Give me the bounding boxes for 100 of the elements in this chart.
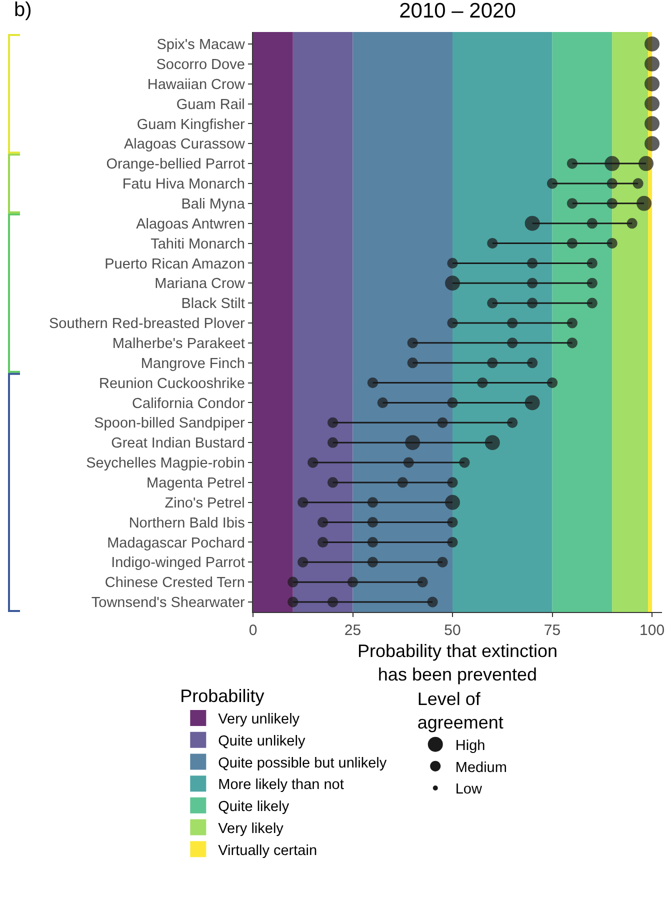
point [367, 377, 378, 388]
x-tick-label: 50 [444, 622, 461, 640]
point [298, 556, 308, 568]
y-tick-label: Chinese Crested Tern [104, 575, 245, 592]
legend-label: Low [455, 782, 482, 798]
legend-title: Probability [180, 686, 264, 706]
legend-label: High [455, 738, 486, 754]
y-tick-label: Madagascar Pochard [107, 535, 245, 552]
y-tick-label: Orange-bellied Parrot [106, 156, 245, 173]
x-tick-label: 0 [248, 622, 258, 640]
text: b) [14, 0, 32, 21]
x-tick-label: 25 [344, 622, 362, 640]
point [377, 397, 388, 408]
point [367, 517, 378, 528]
chart-title: 2010 – 2020 [399, 0, 516, 22]
point [437, 417, 448, 428]
point [437, 556, 448, 568]
point [586, 218, 598, 229]
point [586, 278, 598, 288]
point [527, 278, 538, 288]
legend-label: Quite likely [218, 799, 290, 816]
point [308, 457, 318, 468]
y-tick-label: Mangrove Finch [140, 356, 245, 372]
point [507, 318, 518, 328]
point [288, 596, 298, 608]
point [367, 536, 378, 548]
point [606, 238, 618, 249]
legend-label: Medium [455, 760, 507, 776]
point [566, 158, 578, 169]
y-tick-label: Southern Red-breasted Plover [49, 316, 246, 332]
point [298, 497, 308, 508]
point [566, 198, 578, 209]
legend-label: Very unlikely [218, 712, 300, 728]
y-tick-label: Fatu Hiva Monarch [122, 176, 245, 193]
point [288, 576, 298, 588]
legend-label: More likely than not [218, 777, 344, 794]
point [586, 258, 598, 268]
y-tick-label: Spoon-billed Sandpiper [94, 416, 246, 432]
y-tick-label: Alagoas Antwren [136, 216, 245, 232]
point [397, 477, 408, 488]
y-tick-label: Tahiti Monarch [150, 236, 245, 252]
y-tick-label: Great Indian Bustard [111, 436, 245, 452]
x-axis-title: Probability that extinction has been prevented [357, 641, 558, 685]
legend-label: Very likely [218, 820, 284, 837]
point [527, 258, 538, 268]
point [403, 457, 414, 468]
point [487, 298, 498, 308]
point [606, 198, 618, 209]
point [459, 457, 470, 468]
point [626, 218, 638, 229]
point [566, 238, 578, 249]
legend-label: Quite possible but unlikely [218, 755, 388, 772]
point [328, 596, 338, 608]
point [477, 377, 488, 388]
y-tick-label: Hawaiian Crow [147, 76, 246, 93]
point [447, 477, 458, 488]
point [507, 417, 518, 428]
point [447, 536, 458, 548]
y-tick-label: Reunion Cuckooshrike [99, 376, 245, 392]
point [447, 318, 458, 328]
point [447, 517, 458, 528]
y-tick-label: Zino's Petrel [164, 495, 245, 512]
legend-label: Virtually certain [218, 842, 318, 859]
point [407, 358, 418, 368]
point [606, 178, 618, 189]
y-tick-label: Guam Kingfisher [136, 116, 246, 133]
y-tick-label: Malherbe's Parakeet [112, 336, 245, 352]
point [407, 338, 418, 348]
point [347, 576, 358, 588]
legend-label: Quite unlikely [218, 734, 306, 750]
y-tick-label: Indigo-winged Parrot [111, 555, 245, 572]
x-tick-label: 75 [544, 622, 561, 640]
y-tick-label: Guam Rail [176, 96, 245, 113]
y-tick-label: Puerto Rican Amazon [104, 256, 245, 272]
point [328, 417, 338, 428]
point [417, 576, 428, 588]
point [507, 338, 518, 348]
y-tick-label: Seychelles Magpie-robin [86, 456, 245, 472]
y-tick-label: Magenta Petrel [146, 476, 245, 492]
y-tick-label: Spix's Macaw [156, 37, 246, 54]
y-tick-label: Socorro Dove [156, 56, 245, 73]
y-tick-label: Alagoas Curassow [124, 136, 246, 153]
y-tick-label: Mariana Crow [154, 276, 246, 292]
x-tick-label: 100 [640, 622, 665, 640]
point [546, 178, 558, 189]
point [447, 397, 458, 408]
text: Level of agreement [417, 689, 504, 732]
y-tick-label: Black Stilt [181, 296, 245, 312]
point [566, 318, 578, 328]
y-tick-label: California Condor [132, 396, 246, 412]
point [367, 556, 378, 568]
y-tick-label: Northern Bald Ibis [128, 515, 245, 532]
point [546, 377, 558, 388]
point [447, 258, 458, 268]
point [367, 497, 378, 508]
y-tick-label: Townsend's Shearwater [91, 595, 246, 612]
point [328, 437, 338, 448]
point [427, 596, 438, 608]
point [487, 238, 498, 249]
point [328, 477, 338, 488]
